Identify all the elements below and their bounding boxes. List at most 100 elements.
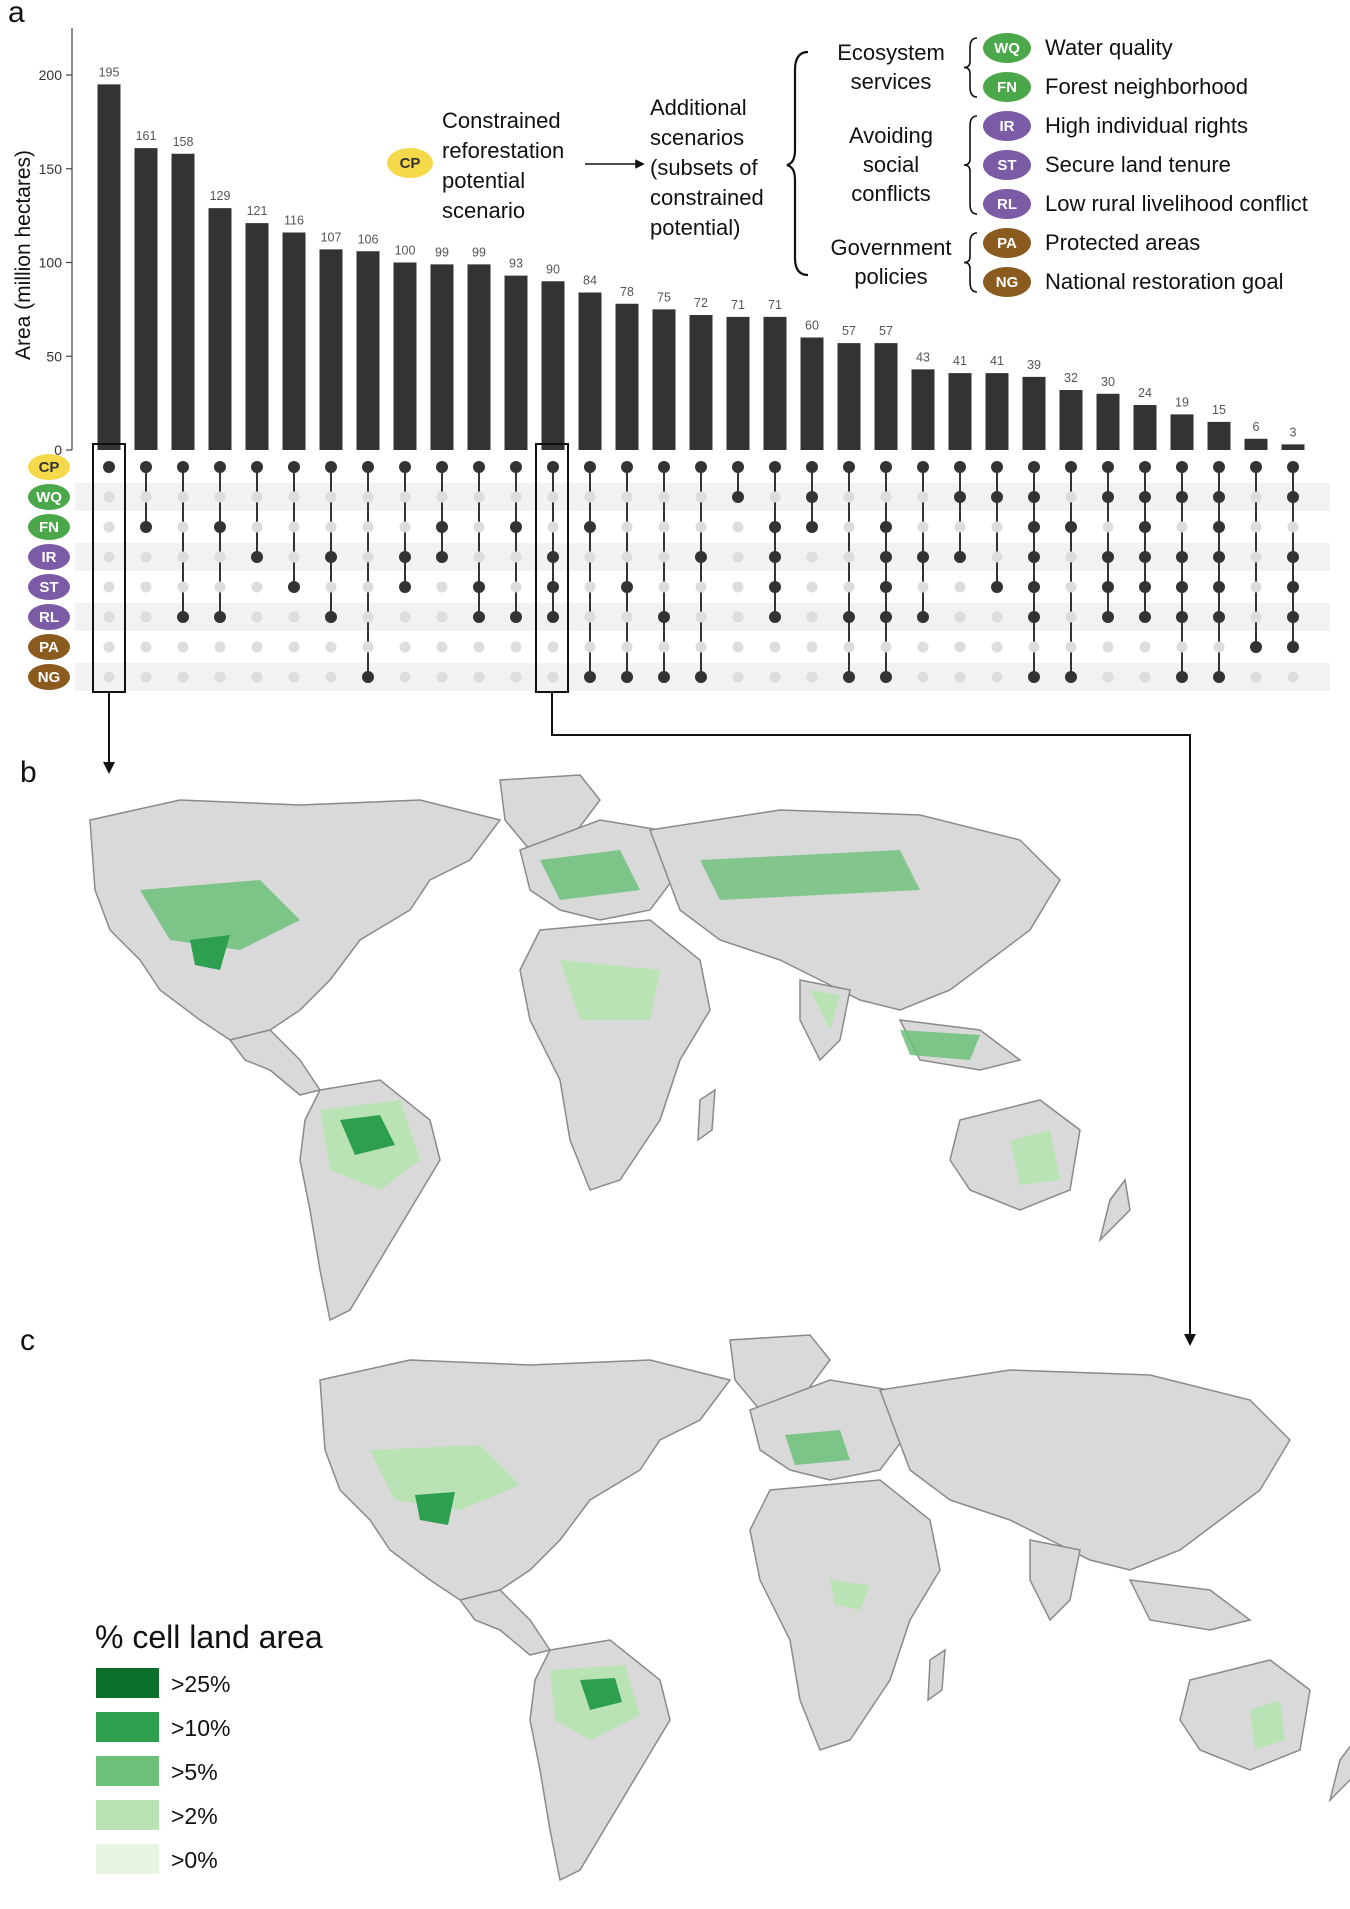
- matrix-dot-empty: [288, 611, 300, 623]
- legend-label: >10%: [171, 1715, 230, 1741]
- set-pill-label: NG: [38, 669, 61, 686]
- matrix-dot-empty: [436, 641, 448, 653]
- panel-label-a: a: [8, 0, 25, 29]
- matrix-dot-empty: [251, 581, 263, 593]
- matrix-dot-empty: [251, 491, 263, 503]
- matrix-dot-filled: [991, 461, 1003, 473]
- matrix-dot-empty: [362, 611, 374, 623]
- matrix-dot-empty: [177, 641, 189, 653]
- matrix-dot-filled: [621, 461, 633, 473]
- matrix-dot-filled: [547, 551, 559, 563]
- matrix-dot-filled: [325, 551, 337, 563]
- matrix-dot-filled: [177, 461, 189, 473]
- legend-swatch: [96, 1668, 159, 1698]
- matrix-dot-filled: [1176, 491, 1188, 503]
- bar-value-label: 75: [657, 290, 671, 304]
- matrix-dot-filled: [1139, 581, 1151, 593]
- matrix-dot-filled: [1028, 551, 1040, 563]
- matrix-dot-empty: [769, 491, 781, 503]
- matrix-dot-filled: [1102, 491, 1114, 503]
- matrix-dot-empty: [251, 521, 263, 533]
- matrix-dot-empty: [362, 491, 374, 503]
- criteria-pill-pa: PA: [983, 228, 1031, 258]
- matrix-dot-empty: [1065, 491, 1077, 503]
- matrix-dot-filled: [954, 491, 966, 503]
- additional-text-line: constrained: [650, 185, 764, 210]
- criteria-pill-st: ST: [983, 150, 1031, 180]
- matrix-dot-empty: [288, 671, 300, 683]
- matrix-dot-filled: [1139, 611, 1151, 623]
- set-pill-label: IR: [42, 549, 57, 566]
- matrix-dot-empty: [288, 521, 300, 533]
- matrix-dot-empty: [917, 641, 929, 653]
- matrix-dot-filled: [954, 461, 966, 473]
- set-pill-label: WQ: [36, 489, 62, 506]
- y-tick-label: 150: [39, 161, 63, 177]
- matrix-dot-empty: [325, 491, 337, 503]
- matrix-dot-filled: [1028, 491, 1040, 503]
- matrix-dot-filled: [732, 461, 744, 473]
- matrix-dot-empty: [1250, 581, 1262, 593]
- legend-title: % cell land area: [95, 1619, 323, 1655]
- matrix-dot-empty: [436, 491, 448, 503]
- matrix-dot-empty: [880, 491, 892, 503]
- matrix-dot-empty: [843, 521, 855, 533]
- matrix-dot-filled: [584, 521, 596, 533]
- y-tick-label: 50: [46, 348, 62, 364]
- criteria-label: Low rural livelihood conflict: [1045, 191, 1308, 216]
- matrix-dot-filled: [436, 461, 448, 473]
- additional-scenarios-text: Additional scenarios (subsets of constraine…: [650, 95, 764, 240]
- matrix-dot-filled: [1028, 581, 1040, 593]
- matrix-dot-filled: [1250, 461, 1262, 473]
- bar-value-label: 24: [1138, 386, 1152, 400]
- matrix-dot-filled: [251, 551, 263, 563]
- bar: [763, 316, 787, 450]
- bar-value-label: 100: [395, 244, 416, 258]
- bar-value-label: 57: [879, 324, 893, 338]
- bar: [430, 264, 454, 450]
- bar: [541, 281, 565, 450]
- legend-swatch: [96, 1712, 159, 1742]
- matrix-dot-empty: [1102, 671, 1114, 683]
- bar: [1096, 393, 1120, 450]
- matrix-dot-empty: [584, 551, 596, 563]
- matrix-dot-empty: [1139, 671, 1151, 683]
- matrix-dot-filled: [288, 461, 300, 473]
- matrix-dot-filled: [991, 581, 1003, 593]
- matrix-dot-empty: [1287, 671, 1299, 683]
- cp-pill-shape: [387, 148, 433, 178]
- constrained-text-line: scenario: [442, 198, 525, 223]
- bar: [282, 232, 306, 450]
- set-pill-shape: [28, 634, 70, 660]
- matrix-dot-empty: [362, 581, 374, 593]
- matrix-dot-empty: [177, 581, 189, 593]
- matrix-dot-empty: [103, 491, 115, 503]
- bar: [208, 208, 232, 450]
- bar-value-label: 99: [472, 245, 486, 259]
- bar-value-label: 107: [321, 230, 342, 244]
- bar: [652, 309, 676, 450]
- bar-value-label: 71: [768, 298, 782, 312]
- matrix-dot-empty: [288, 491, 300, 503]
- matrix-dot-filled: [436, 521, 448, 533]
- matrix-dot-empty: [473, 671, 485, 683]
- matrix-dot-filled: [547, 461, 559, 473]
- matrix-dot-filled: [917, 611, 929, 623]
- matrix-dot-empty: [103, 671, 115, 683]
- matrix-dot-filled: [288, 581, 300, 593]
- matrix-dot-empty: [1028, 641, 1040, 653]
- map-c-forest-patches: [370, 1430, 1285, 1750]
- criteria-pill-wq: WQ: [983, 33, 1031, 63]
- matrix-dot-empty: [806, 641, 818, 653]
- matrix-dot-filled: [510, 611, 522, 623]
- bar: [615, 303, 639, 450]
- group-heading-line: Avoiding: [849, 123, 933, 148]
- matrix-dot-empty: [177, 671, 189, 683]
- criteria-label: National restoration goal: [1045, 269, 1283, 294]
- bar: [689, 315, 713, 450]
- bar-value-label: 116: [284, 214, 304, 228]
- matrix-dot-filled: [1102, 581, 1114, 593]
- matrix-dot-filled: [695, 671, 707, 683]
- matrix-dot-empty: [140, 611, 152, 623]
- matrix-dot-filled: [214, 611, 226, 623]
